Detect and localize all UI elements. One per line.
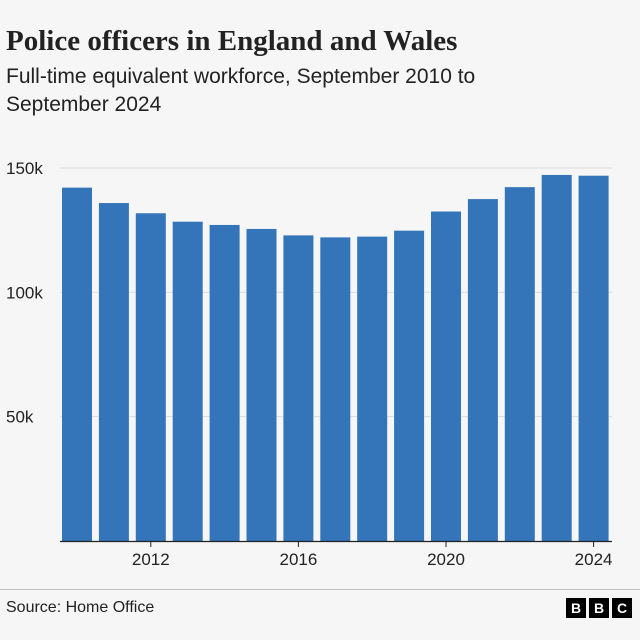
bar: 2021: 137500 — [467, 199, 498, 542]
bar: 2011: 135900 — [98, 203, 129, 541]
bar: 2010: 142100 — [62, 187, 92, 542]
bar: 2016: 122900 — [283, 235, 314, 541]
bbc-logo-letter: B — [589, 598, 609, 618]
bar-chart: 2010: 1421002011: 1359002012: 1318002013… — [6, 159, 613, 569]
bbc-logo-letter: C — [612, 598, 632, 618]
x-axis-labels: 2012 2016 2020 2024 — [132, 541, 613, 569]
footer-divider — [0, 589, 640, 590]
y-tick-label: 150k — [6, 159, 43, 178]
chart-subtitle: Full-time equivalent workforce, Septembe… — [6, 65, 476, 116]
chart-title: Police officers in England and Wales — [6, 25, 458, 57]
bar: 2013: 128400 — [172, 221, 203, 541]
x-tick-label: 2020 — [427, 550, 465, 569]
y-tick-label: 50k — [6, 408, 34, 427]
bar: 2018: 122400 — [357, 236, 388, 541]
bbc-logo-letter: B — [566, 598, 586, 618]
bars: 2010: 1421002011: 1359002012: 1318002013… — [62, 174, 609, 542]
bar: 2015: 125500 — [246, 228, 277, 541]
y-tick-label: 100k — [6, 283, 43, 302]
bar: 2022: 142300 — [504, 187, 535, 541]
bar: 2020: 132500 — [431, 211, 461, 541]
source-note: Source: Home Office — [6, 599, 155, 616]
bar: 2024: 146900 — [578, 175, 609, 541]
x-tick-label: 2016 — [279, 550, 317, 569]
bbc-logo: B B C — [566, 598, 632, 618]
bar: 2017: 122100 — [320, 237, 351, 542]
y-axis-labels: 50k 100k 150k — [6, 159, 43, 427]
bar: 2014: 127100 — [209, 224, 240, 541]
bar: 2023: 147200 — [541, 174, 572, 542]
bar: 2012: 131800 — [135, 213, 166, 542]
x-tick-label: 2012 — [132, 550, 170, 569]
x-tick-label: 2024 — [575, 550, 613, 569]
bar: 2019: 124800 — [394, 230, 425, 541]
